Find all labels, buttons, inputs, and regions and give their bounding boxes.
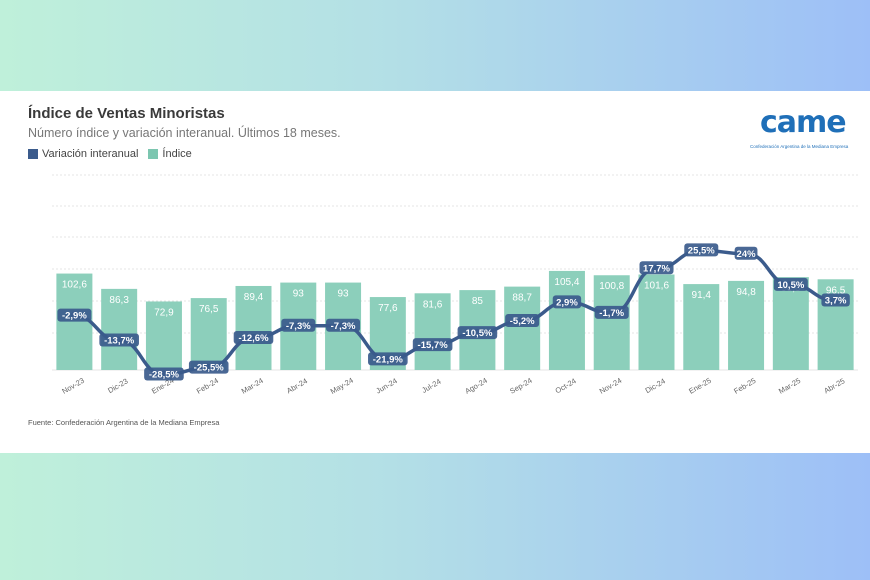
bar: [683, 284, 720, 370]
bar-value-label: 102,6: [62, 280, 87, 291]
legend-label-indice: Índice: [162, 148, 192, 160]
bar: [593, 275, 630, 370]
chart-svg: 102,6Nov-2386,3Dic-2372,9Ene-2476,5Feb-2…: [52, 174, 858, 396]
line-label-bg: [326, 318, 361, 332]
bar-value-label: 72,9: [154, 307, 174, 318]
chart-subtitle: Número índice y variación interanual. Úl…: [28, 126, 341, 140]
line-value-label: -21,9%: [373, 354, 404, 365]
x-tick-label: Oct-24: [554, 376, 578, 395]
x-tick-label: Jun-24: [374, 376, 398, 395]
x-tick-label: Feb-24: [195, 376, 220, 396]
legend-item-variacion[interactable]: Variación interanual: [28, 148, 138, 160]
bar: [145, 301, 182, 370]
bar-value-label: 89,4: [244, 292, 264, 303]
bar-value-label: 76,5: [199, 304, 219, 315]
line-label-bg: [773, 277, 808, 291]
line-label-bg: [368, 352, 408, 366]
line-value-label: 25,5%: [688, 245, 715, 256]
chart-title: Índice de Ventas Minoristas: [28, 105, 225, 122]
legend-swatch-variacion: [28, 149, 38, 159]
line-value-label: -25,5%: [194, 363, 225, 374]
bar-value-label: 93: [337, 289, 349, 300]
line-value-label: 24%: [737, 249, 757, 260]
line-value-label: -10,5%: [462, 328, 493, 339]
bar: [548, 270, 585, 370]
bar: [101, 288, 138, 370]
bar-value-label: 93: [293, 289, 305, 300]
came-logo: came Confederación Argentina de la Media…: [750, 105, 849, 151]
legend-label-variacion: Variación interanual: [42, 148, 139, 160]
x-tick-label: Jul-24: [420, 377, 442, 395]
line-value-label: -1,7%: [599, 308, 624, 319]
x-tick-label: Abr-25: [822, 376, 846, 395]
x-tick-label: May-24: [329, 376, 355, 396]
bar-value-label: 86,3: [109, 295, 129, 306]
x-tick-label: Nov-23: [60, 376, 85, 396]
bar-value-label: 85: [472, 296, 484, 307]
line-value-label: -5,2%: [510, 316, 535, 327]
bar-value-label: 101,6: [644, 280, 669, 291]
line-label-bg: [144, 367, 184, 381]
line-value-label: 10,5%: [777, 280, 804, 291]
legend-swatch-indice: [148, 149, 159, 159]
x-tick-label: Ene-25: [687, 376, 712, 396]
x-tick-label: Nov-24: [598, 376, 623, 396]
bar: [504, 286, 541, 370]
line-label-bg: [281, 318, 316, 332]
bar-value-label: 96,5: [826, 285, 846, 296]
line-label-bg: [684, 243, 719, 257]
line-label-bg: [57, 308, 92, 322]
x-tick-label: Dic-24: [644, 377, 667, 396]
bar: [638, 274, 675, 370]
line-label-bg: [188, 360, 229, 374]
bar-value-label: 88,7: [512, 293, 532, 304]
line-label-bg: [821, 293, 850, 307]
logo-word: came: [760, 105, 847, 140]
line-value-label: -13,7%: [104, 336, 135, 347]
line-label-bg: [639, 261, 674, 275]
line-label-bg: [99, 333, 139, 347]
bar-value-label: 94,8: [736, 287, 756, 298]
line-value-label: -28,5%: [149, 370, 180, 381]
line-label-bg: [594, 305, 629, 319]
x-tick-label: Dic-23: [106, 377, 129, 396]
line-label-bg: [233, 330, 274, 344]
bar: [728, 280, 765, 370]
x-tick-label: Sep-24: [508, 376, 533, 396]
line-label-bg: [552, 295, 582, 309]
bar: [235, 285, 272, 370]
bar-value-label: 81,6: [423, 299, 443, 310]
line-label-bg: [412, 338, 453, 352]
line-value-label: 3,7%: [825, 295, 847, 306]
x-tick-label: Ago-24: [463, 376, 488, 396]
line-value-label: -15,7%: [418, 340, 449, 351]
line-label-bg: [457, 326, 498, 340]
line-value-label: -7,3%: [331, 321, 356, 332]
chart-card: Índice de Ventas Minoristas Número índic…: [0, 91, 870, 453]
bar-value-label: 77,6: [378, 303, 398, 314]
chart-legend: Variación interanual Índice: [28, 148, 202, 160]
line-value-label: 17,7%: [643, 263, 670, 274]
line-value-label: -2,9%: [62, 311, 87, 322]
bar-value-label: 91,4: [692, 290, 712, 301]
bar-value-label: 100,8: [599, 281, 624, 292]
bar: [772, 277, 809, 370]
x-tick-label: Mar-24: [240, 376, 265, 396]
logo-tagline: Confederación Argentina de la Mediana Em…: [750, 144, 849, 149]
bar: [190, 298, 227, 370]
x-tick-label: Feb-25: [732, 376, 757, 396]
line-label-bg: [734, 246, 758, 260]
line-value-label: -12,6%: [238, 333, 269, 344]
line-value-label: 2,9%: [556, 297, 578, 308]
line-label-bg: [505, 313, 540, 327]
source-note: Fuente: Confederación Argentina de la Me…: [28, 418, 220, 427]
line-value-label: -7,3%: [286, 321, 311, 332]
x-tick-label: Abr-24: [285, 376, 309, 395]
bar: [56, 273, 93, 370]
legend-item-indice[interactable]: Índice: [148, 148, 192, 160]
x-tick-label: Mar-25: [777, 376, 802, 396]
bar-value-label: 105,4: [554, 277, 579, 288]
bar: [414, 293, 451, 370]
